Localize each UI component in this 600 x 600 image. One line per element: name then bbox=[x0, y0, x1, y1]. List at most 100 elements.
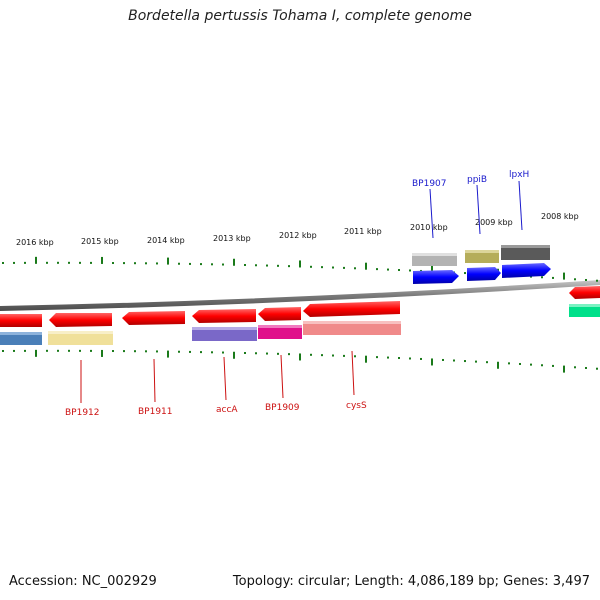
lower-minor-tick bbox=[156, 350, 158, 353]
feature-bp1907-category[interactable] bbox=[412, 253, 457, 266]
upper-minor-tick bbox=[123, 262, 125, 265]
upper-minor-tick bbox=[464, 272, 466, 275]
feature-cyss-category[interactable] bbox=[303, 321, 401, 335]
genome-summary-text: Topology: circular; Length: 4,086,189 bp… bbox=[232, 574, 590, 589]
upper-major-tick bbox=[101, 256, 103, 264]
upper-minor-tick bbox=[57, 261, 59, 264]
upper-major-tick bbox=[233, 258, 235, 266]
lower-minor-tick bbox=[354, 355, 356, 358]
lower-minor-tick bbox=[420, 357, 422, 360]
gene-label-bp1912[interactable]: BP1912 bbox=[65, 408, 100, 418]
feature-bp1909-category[interactable] bbox=[258, 325, 302, 339]
lower-minor-tick bbox=[244, 352, 246, 355]
ruler-label-2011: 2011 kbp bbox=[344, 227, 382, 236]
upper-minor-tick bbox=[541, 276, 543, 279]
upper-major-tick bbox=[365, 262, 367, 270]
upper-minor-tick bbox=[90, 261, 92, 264]
feature-partial-left-gene[interactable] bbox=[0, 314, 42, 327]
upper-minor-tick bbox=[156, 262, 158, 265]
gene-label-acca[interactable]: accA bbox=[216, 405, 238, 415]
upper-major-tick bbox=[35, 256, 37, 264]
lower-major-tick bbox=[431, 358, 433, 366]
gene-label-bp1907[interactable]: BP1907 bbox=[412, 179, 447, 189]
leader-line-lpxh bbox=[518, 180, 523, 231]
lower-minor-tick bbox=[189, 350, 191, 353]
upper-minor-tick bbox=[574, 278, 576, 281]
lower-minor-tick bbox=[310, 353, 312, 356]
lower-minor-tick bbox=[255, 352, 257, 355]
upper-major-tick bbox=[167, 257, 169, 265]
feature-bp1911-gene[interactable] bbox=[122, 311, 185, 325]
lower-minor-tick bbox=[321, 354, 323, 357]
upper-minor-tick bbox=[200, 263, 202, 266]
feature-ppib-category[interactable] bbox=[465, 250, 499, 263]
upper-minor-tick bbox=[277, 264, 279, 267]
feature-ppib-gene[interactable] bbox=[467, 267, 501, 281]
lower-major-tick bbox=[101, 349, 103, 357]
gene-label-cyss[interactable]: cysS bbox=[346, 401, 367, 411]
lower-minor-tick bbox=[409, 357, 411, 360]
ruler-label-2013: 2013 kbp bbox=[213, 234, 251, 243]
accession-text: Accession: NC_002929 bbox=[9, 574, 157, 589]
upper-minor-tick bbox=[145, 262, 147, 265]
lower-major-tick bbox=[167, 350, 169, 358]
lower-minor-tick bbox=[90, 349, 92, 352]
feature-lpxh-gene[interactable] bbox=[502, 263, 551, 278]
gene-label-ppib[interactable]: ppiB bbox=[467, 175, 487, 185]
lower-minor-tick bbox=[134, 350, 136, 353]
genome-backbone bbox=[0, 280, 600, 311]
feature-lpxh-category[interactable] bbox=[501, 245, 550, 260]
upper-minor-tick bbox=[332, 266, 334, 269]
lower-minor-tick bbox=[112, 350, 114, 353]
upper-minor-tick bbox=[409, 269, 411, 272]
feature-bp1907-gene[interactable] bbox=[413, 270, 459, 284]
upper-minor-tick bbox=[68, 261, 70, 264]
upper-minor-tick bbox=[343, 266, 345, 269]
upper-minor-tick bbox=[79, 261, 81, 264]
upper-major-tick bbox=[563, 272, 565, 280]
lower-tick-track bbox=[2, 349, 598, 373]
feature-acca-category[interactable] bbox=[192, 327, 257, 341]
lower-major-tick bbox=[233, 351, 235, 359]
upper-minor-tick bbox=[134, 262, 136, 265]
lower-major-tick bbox=[563, 365, 565, 373]
feature-partial-right-gene[interactable] bbox=[569, 286, 600, 299]
lower-minor-tick bbox=[530, 363, 532, 366]
upper-minor-tick bbox=[2, 261, 4, 264]
lower-major-tick bbox=[497, 361, 499, 369]
lower-minor-tick bbox=[46, 349, 48, 352]
upper-minor-tick bbox=[310, 265, 312, 268]
feature-partial-left-category[interactable] bbox=[0, 332, 42, 345]
reverse-gene-labels: BP1912 BP1911 accA BP1909 cysS bbox=[65, 350, 367, 418]
lower-minor-tick bbox=[387, 356, 389, 359]
gene-label-bp1909[interactable]: BP1909 bbox=[265, 403, 300, 413]
feature-cyss-gene[interactable] bbox=[303, 301, 400, 317]
feature-bp1912-category[interactable] bbox=[48, 331, 113, 345]
upper-minor-tick bbox=[222, 263, 224, 266]
upper-minor-tick bbox=[211, 263, 213, 266]
lower-minor-tick bbox=[519, 362, 521, 365]
feature-acca-gene[interactable] bbox=[192, 309, 256, 323]
lower-major-tick bbox=[35, 349, 37, 357]
upper-minor-tick bbox=[24, 261, 26, 264]
feature-partial-right-category[interactable] bbox=[569, 304, 600, 317]
forward-strand-features bbox=[412, 245, 600, 317]
feature-bp1909-gene[interactable] bbox=[258, 307, 301, 321]
upper-minor-tick bbox=[387, 268, 389, 271]
ruler-label-2008: 2008 kbp bbox=[541, 212, 579, 221]
lower-minor-tick bbox=[123, 350, 125, 353]
upper-minor-tick bbox=[552, 276, 554, 279]
upper-minor-tick bbox=[288, 265, 290, 268]
gene-label-bp1911[interactable]: BP1911 bbox=[138, 407, 173, 417]
lower-minor-tick bbox=[398, 357, 400, 360]
lower-major-tick bbox=[365, 355, 367, 363]
lower-minor-tick bbox=[332, 354, 334, 357]
upper-major-tick bbox=[431, 265, 433, 273]
reverse-strand-features bbox=[0, 301, 401, 345]
lower-minor-tick bbox=[442, 358, 444, 361]
feature-bp1912-gene[interactable] bbox=[49, 313, 112, 327]
gene-label-lpxh[interactable]: lpxH bbox=[509, 170, 529, 180]
leader-line-bp1907 bbox=[429, 188, 434, 239]
lower-minor-tick bbox=[475, 360, 477, 363]
lower-minor-tick bbox=[222, 351, 224, 354]
